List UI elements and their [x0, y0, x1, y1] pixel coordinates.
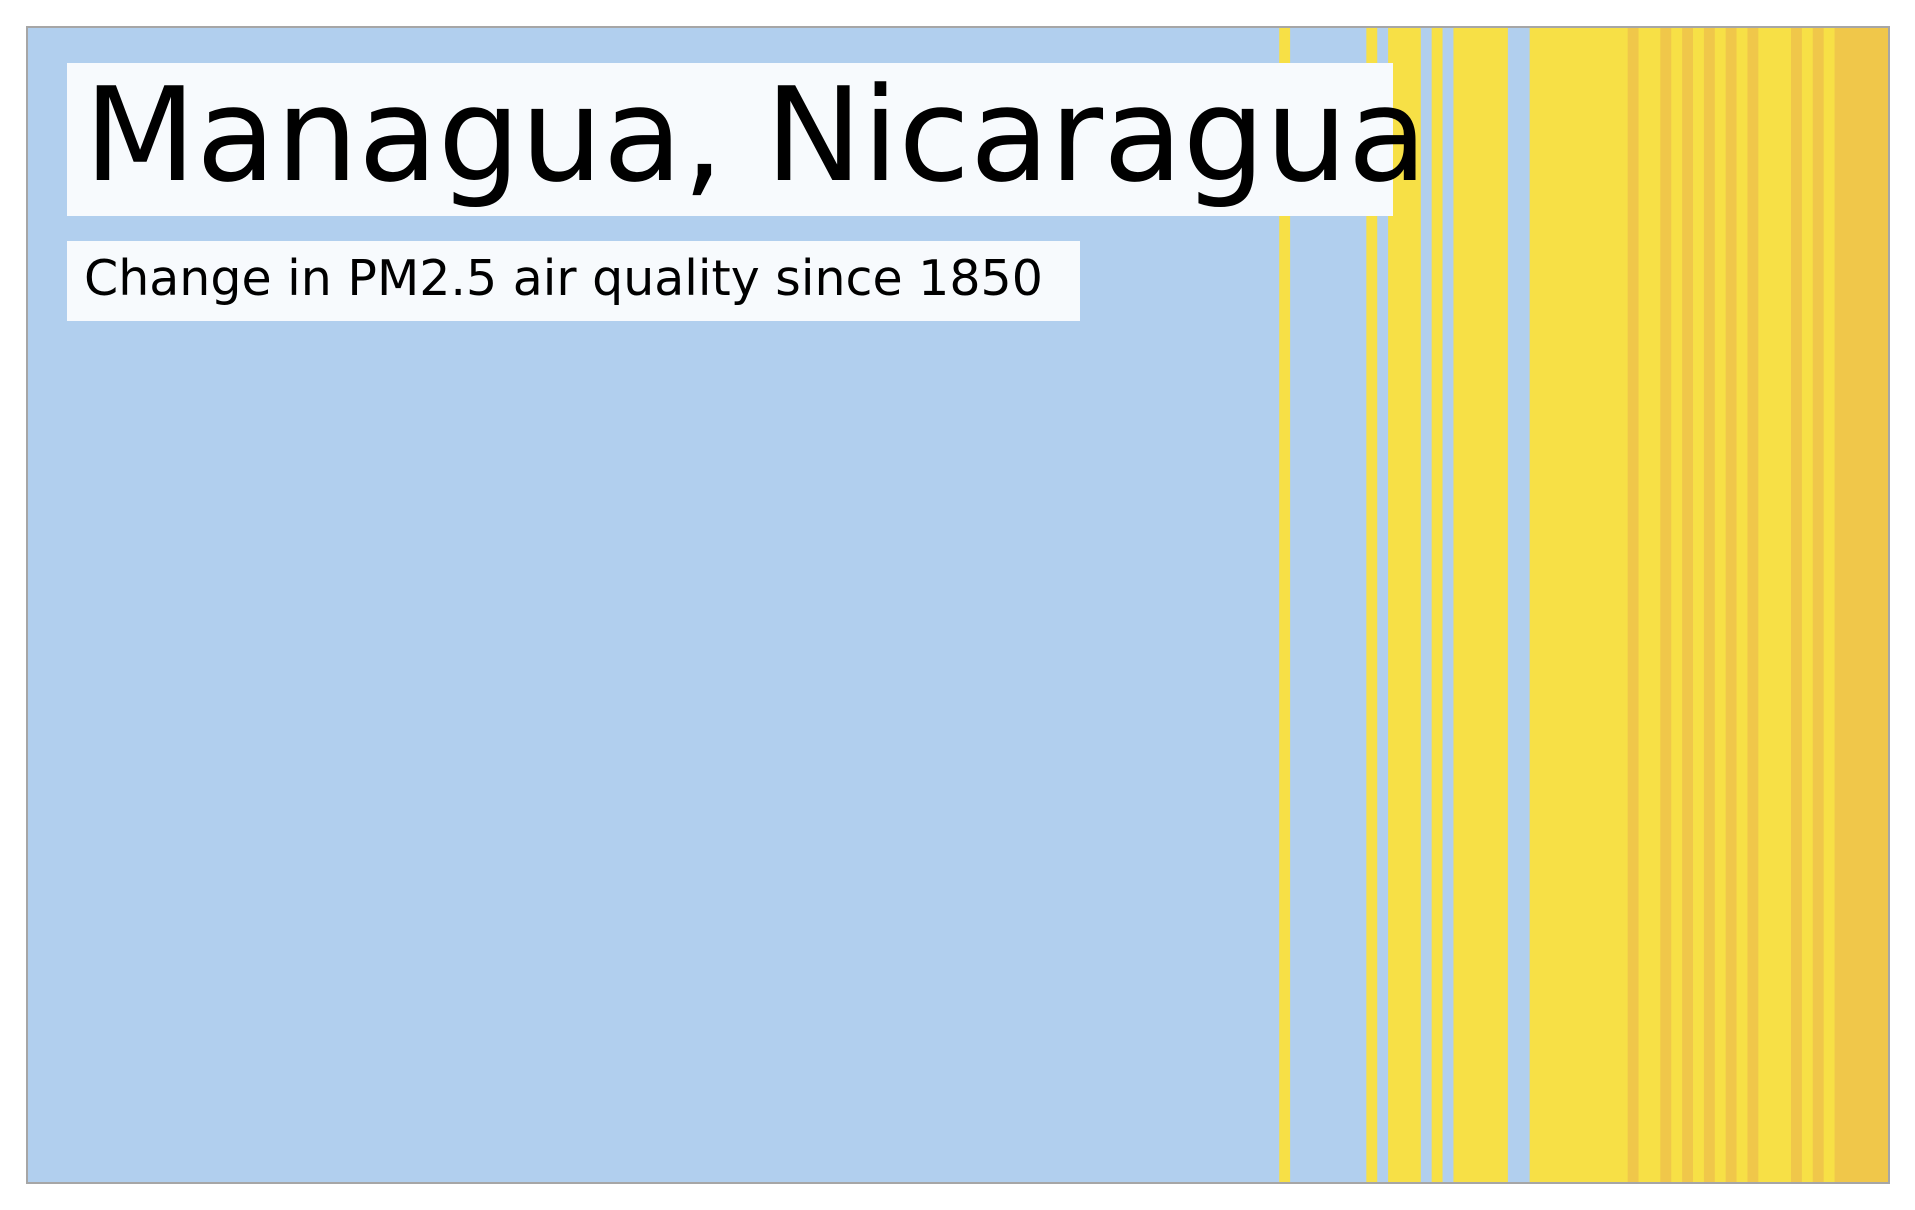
stripe-1966-1973	[1290, 27, 1367, 1183]
stripe-2006-2007	[1725, 27, 1738, 1183]
stripe-1975-1978	[1388, 27, 1422, 1183]
stripe-1980-1981	[1442, 27, 1455, 1183]
stripe-2004-2005	[1703, 27, 1716, 1183]
stripe-2000-2001	[1660, 27, 1672, 1183]
chart-title: Managua, Nicaragua	[84, 59, 1427, 211]
stripe-2007-2008	[1736, 27, 1749, 1183]
stripe-1850-1965	[27, 27, 1280, 1183]
plot-border	[26, 26, 1890, 1184]
stripe-1981-1986	[1453, 27, 1509, 1183]
chart-subtitle: Change in PM2.5 air quality since 1850	[84, 250, 1043, 307]
stripes	[27, 27, 1890, 1183]
stripe-1998-2000	[1638, 27, 1661, 1183]
stripe-2013-2014	[1801, 27, 1814, 1183]
stripe-2001-2002	[1671, 27, 1683, 1183]
stripe-1979-1980	[1431, 27, 1444, 1183]
stripe-2009-2012	[1758, 27, 1792, 1183]
stripe-2002-2003	[1682, 27, 1694, 1183]
stripe-1988-1997	[1529, 27, 1629, 1183]
title-background	[67, 63, 1393, 216]
stripe-1974-1975	[1377, 27, 1389, 1183]
stripe-1973-1974	[1366, 27, 1378, 1183]
stripe-1986-1988	[1507, 27, 1531, 1183]
stripe-2012-2013	[1791, 27, 1803, 1183]
stripe-2016-2021	[1834, 27, 1890, 1183]
stripe-1978-1979	[1420, 27, 1433, 1183]
stripe-2014-2015	[1812, 27, 1825, 1183]
stripe-2003-2004	[1693, 27, 1705, 1183]
stripe-2005-2006	[1714, 27, 1727, 1183]
stripe-1997-1998	[1627, 27, 1640, 1183]
stripe-2008-2009	[1747, 27, 1759, 1183]
subtitle-background	[67, 241, 1080, 321]
stripe-2015-2016	[1823, 27, 1836, 1183]
stripe-1965-1966	[1279, 27, 1291, 1183]
